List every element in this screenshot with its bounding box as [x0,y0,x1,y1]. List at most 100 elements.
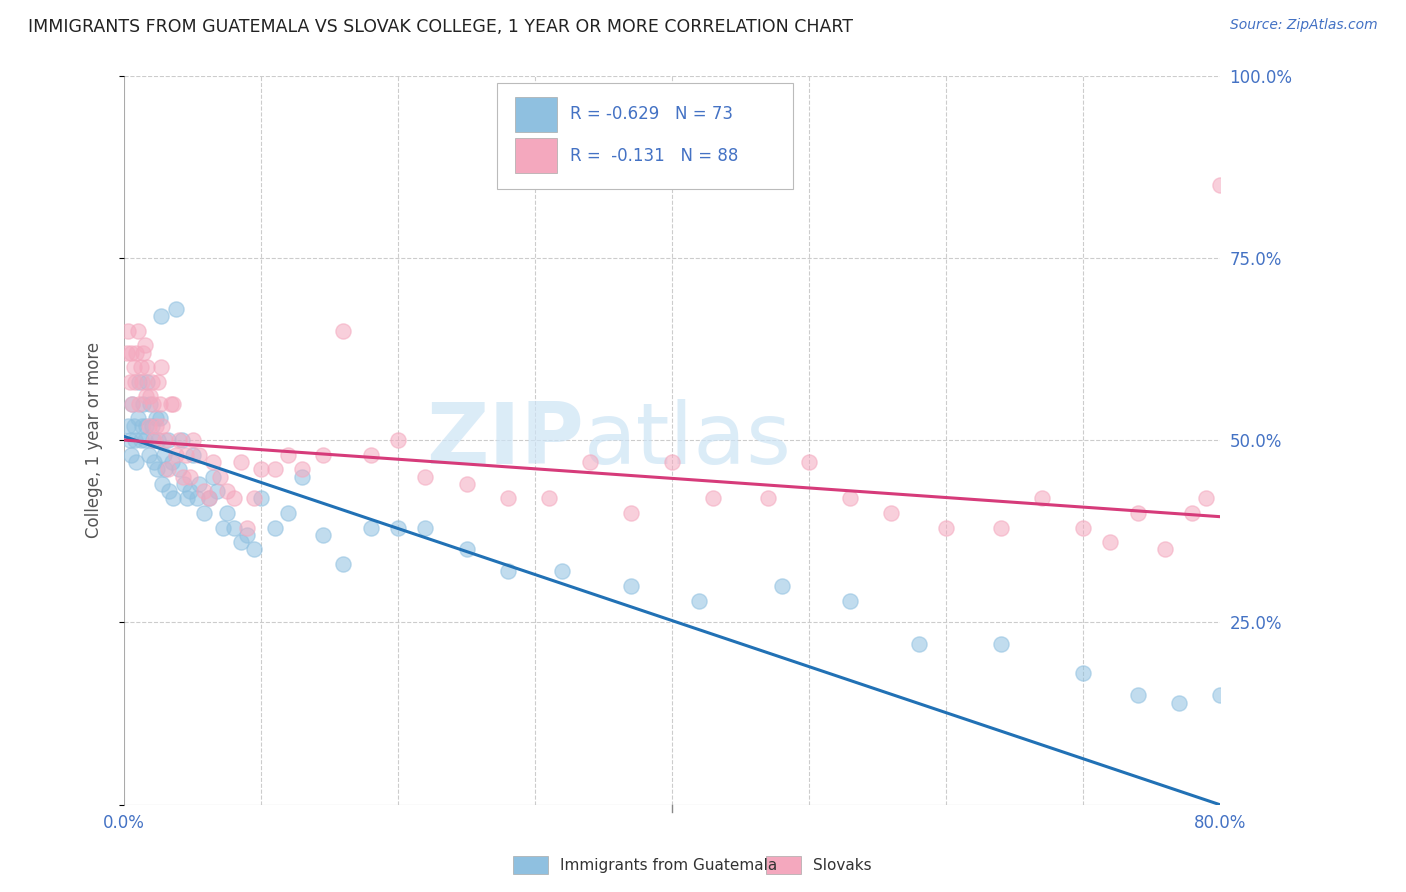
Point [243,542,266,557]
Point [152,418,174,433]
Point [1126,688,1149,702]
Point [156,433,179,447]
Point [134,338,156,352]
Point [120,448,142,462]
Point [990,520,1012,534]
Point [990,637,1012,651]
Text: atlas: atlas [585,399,793,482]
Point [179,484,201,499]
Point [1071,666,1094,681]
Text: Immigrants from Guatemala: Immigrants from Guatemala [560,858,778,872]
Point [1099,535,1122,549]
Point [1222,506,1244,520]
Point [263,462,285,476]
Point [148,375,170,389]
Point [332,557,354,571]
Point [229,535,252,549]
Point [138,418,160,433]
Point [415,469,437,483]
Point [202,469,225,483]
Point [132,397,155,411]
Point [148,433,170,447]
Point [236,528,259,542]
Point [332,324,354,338]
Point [1305,506,1327,520]
Point [415,520,437,534]
Point [117,418,139,433]
Point [215,506,238,520]
Point [125,455,148,469]
Point [188,448,211,462]
Point [127,324,149,338]
Point [1400,520,1406,534]
Point [136,360,159,375]
Text: IMMIGRANTS FROM GUATEMALA VS SLOVAK COLLEGE, 1 YEAR OR MORE CORRELATION CHART: IMMIGRANTS FROM GUATEMALA VS SLOVAK COLL… [28,18,853,36]
Point [135,418,157,433]
Point [250,491,273,506]
Point [277,506,299,520]
Point [146,462,169,476]
Point [139,389,162,403]
Point [128,375,150,389]
Point [207,484,229,499]
Point [839,491,862,506]
Point [125,345,148,359]
Point [620,506,643,520]
Point [143,433,166,447]
Point [129,433,152,447]
Point [150,309,173,323]
Point [179,469,201,483]
Point [135,389,157,403]
Text: R =  -0.131   N = 88: R = -0.131 N = 88 [569,146,738,165]
Point [661,455,683,469]
Point [198,491,221,506]
Point [229,455,252,469]
Point [215,484,238,499]
Point [211,520,233,534]
Point [935,520,957,534]
Point [756,491,779,506]
Point [198,491,221,506]
Text: Source: ZipAtlas.com: Source: ZipAtlas.com [1230,18,1378,32]
Point [172,469,194,483]
Point [1291,520,1313,534]
Point [149,397,172,411]
Point [291,462,314,476]
Point [121,397,143,411]
Point [387,433,409,447]
Point [620,579,643,593]
Point [551,565,574,579]
Point [496,565,519,579]
Point [277,448,299,462]
Point [222,491,245,506]
Point [121,397,143,411]
Point [136,375,159,389]
Point [174,448,197,462]
Point [129,360,152,375]
FancyBboxPatch shape [496,83,793,188]
Point [155,462,177,476]
Point [124,375,146,389]
Point [250,462,273,476]
Point [702,491,724,506]
Point [222,520,245,534]
Point [131,375,153,389]
Point [118,433,141,447]
Point [578,455,600,469]
Y-axis label: College, 1 year or more: College, 1 year or more [86,342,103,538]
Point [165,301,187,316]
Point [243,491,266,506]
Point [138,448,160,462]
Point [176,491,198,506]
Bar [513,856,548,874]
Point [150,360,173,375]
Point [181,448,204,462]
Point [142,433,165,447]
Point [141,375,163,389]
Point [1346,178,1368,192]
Point [162,491,184,506]
Point [155,433,177,447]
Point [1181,506,1204,520]
Point [139,397,162,411]
Point [134,433,156,447]
